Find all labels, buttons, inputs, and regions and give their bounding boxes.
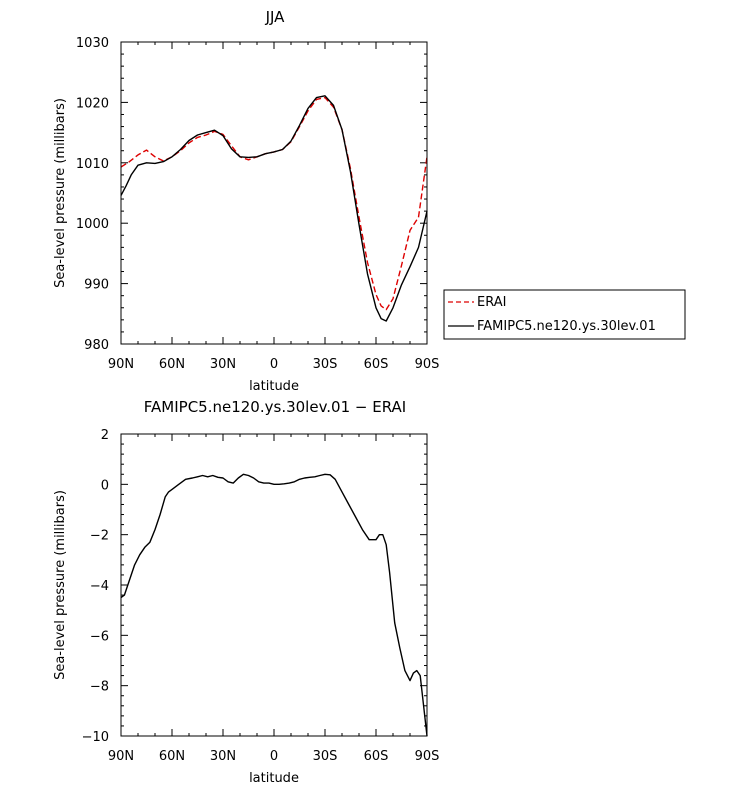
top-series-line-famipc5-ne120-ys-30lev-01: [120, 95, 428, 322]
bottom-x-tick-label: 90S: [415, 749, 440, 764]
bottom-chart-series: [120, 473, 428, 737]
top-x-axis-label: latitude: [249, 379, 299, 394]
bottom-x-tick-label: 30N: [210, 749, 236, 764]
top-chart-ticks: 90N 60N 30N 0 30S 60S 90S 980 990 1000 1010 1020 103…: [76, 36, 439, 372]
bottom-y-tick-label: −10: [82, 730, 109, 745]
bottom-x-tick-label: 90N: [108, 749, 134, 764]
top-y-tick-label: 1030: [76, 36, 109, 51]
bottom-plot-frame: [120, 433, 428, 737]
top-y-axis-label: Sea-level pressure (millibars): [53, 98, 68, 288]
bottom-panel: FAMIPC5.ne120.ys.30lev.01 − ERAI 90N 60N 3…: [53, 398, 439, 786]
legend-label-erai: ERAI: [477, 295, 506, 310]
bottom-y-tick-label: −6: [90, 629, 109, 644]
top-x-tick-label: 90S: [415, 357, 440, 372]
top-y-tick-label: 1020: [76, 96, 109, 111]
bottom-x-tick-label: 0: [270, 749, 278, 764]
top-y-tick-label: 1000: [76, 217, 109, 232]
legend: ERAI FAMIPC5.ne120.ys.30lev.01: [443, 289, 686, 340]
bottom-chart-ticks: 90N 60N 30N 0 30S 60S 90S −10 −8 −6 −4 −2 0 2: [82, 428, 440, 764]
top-x-tick-label: 30N: [210, 357, 236, 372]
bottom-series-line-0: [120, 473, 428, 737]
top-x-tick-label: 60S: [364, 357, 389, 372]
bottom-y-tick-label: −8: [90, 680, 109, 695]
bottom-x-tick-label: 30S: [313, 749, 338, 764]
top-plot-frame: [120, 41, 428, 345]
bottom-chart-title: FAMIPC5.ne120.ys.30lev.01 − ERAI: [144, 398, 406, 416]
legend-box: [443, 289, 686, 340]
top-x-tick-label: 90N: [108, 357, 134, 372]
bottom-y-tick-label: 0: [101, 478, 109, 493]
bottom-x-tick-label: 60N: [159, 749, 185, 764]
bottom-x-axis-label: latitude: [249, 771, 299, 786]
bottom-x-tick-label: 60S: [364, 749, 389, 764]
legend-label-model: FAMIPC5.ne120.ys.30lev.01: [477, 319, 656, 334]
bottom-y-tick-label: −4: [90, 579, 109, 594]
top-y-tick-label: 990: [84, 278, 109, 293]
top-y-tick-label: 1010: [76, 157, 109, 172]
bottom-y-axis-label: Sea-level pressure (millibars): [53, 490, 68, 680]
top-x-tick-label: 30S: [313, 357, 338, 372]
top-y-tick-label: 980: [84, 338, 109, 353]
top-panel: JJA 90N 60N 30N 0 30S 60S 90S 980 990 1000 1010 102…: [53, 8, 439, 394]
top-x-tick-label: 0: [270, 357, 278, 372]
top-chart-title: JJA: [265, 8, 286, 26]
bottom-y-tick-label: 2: [101, 428, 109, 443]
top-chart-series: [120, 95, 428, 322]
top-series-line-erai: [120, 96, 428, 311]
top-x-tick-label: 60N: [159, 357, 185, 372]
bottom-y-tick-label: −2: [90, 529, 109, 544]
